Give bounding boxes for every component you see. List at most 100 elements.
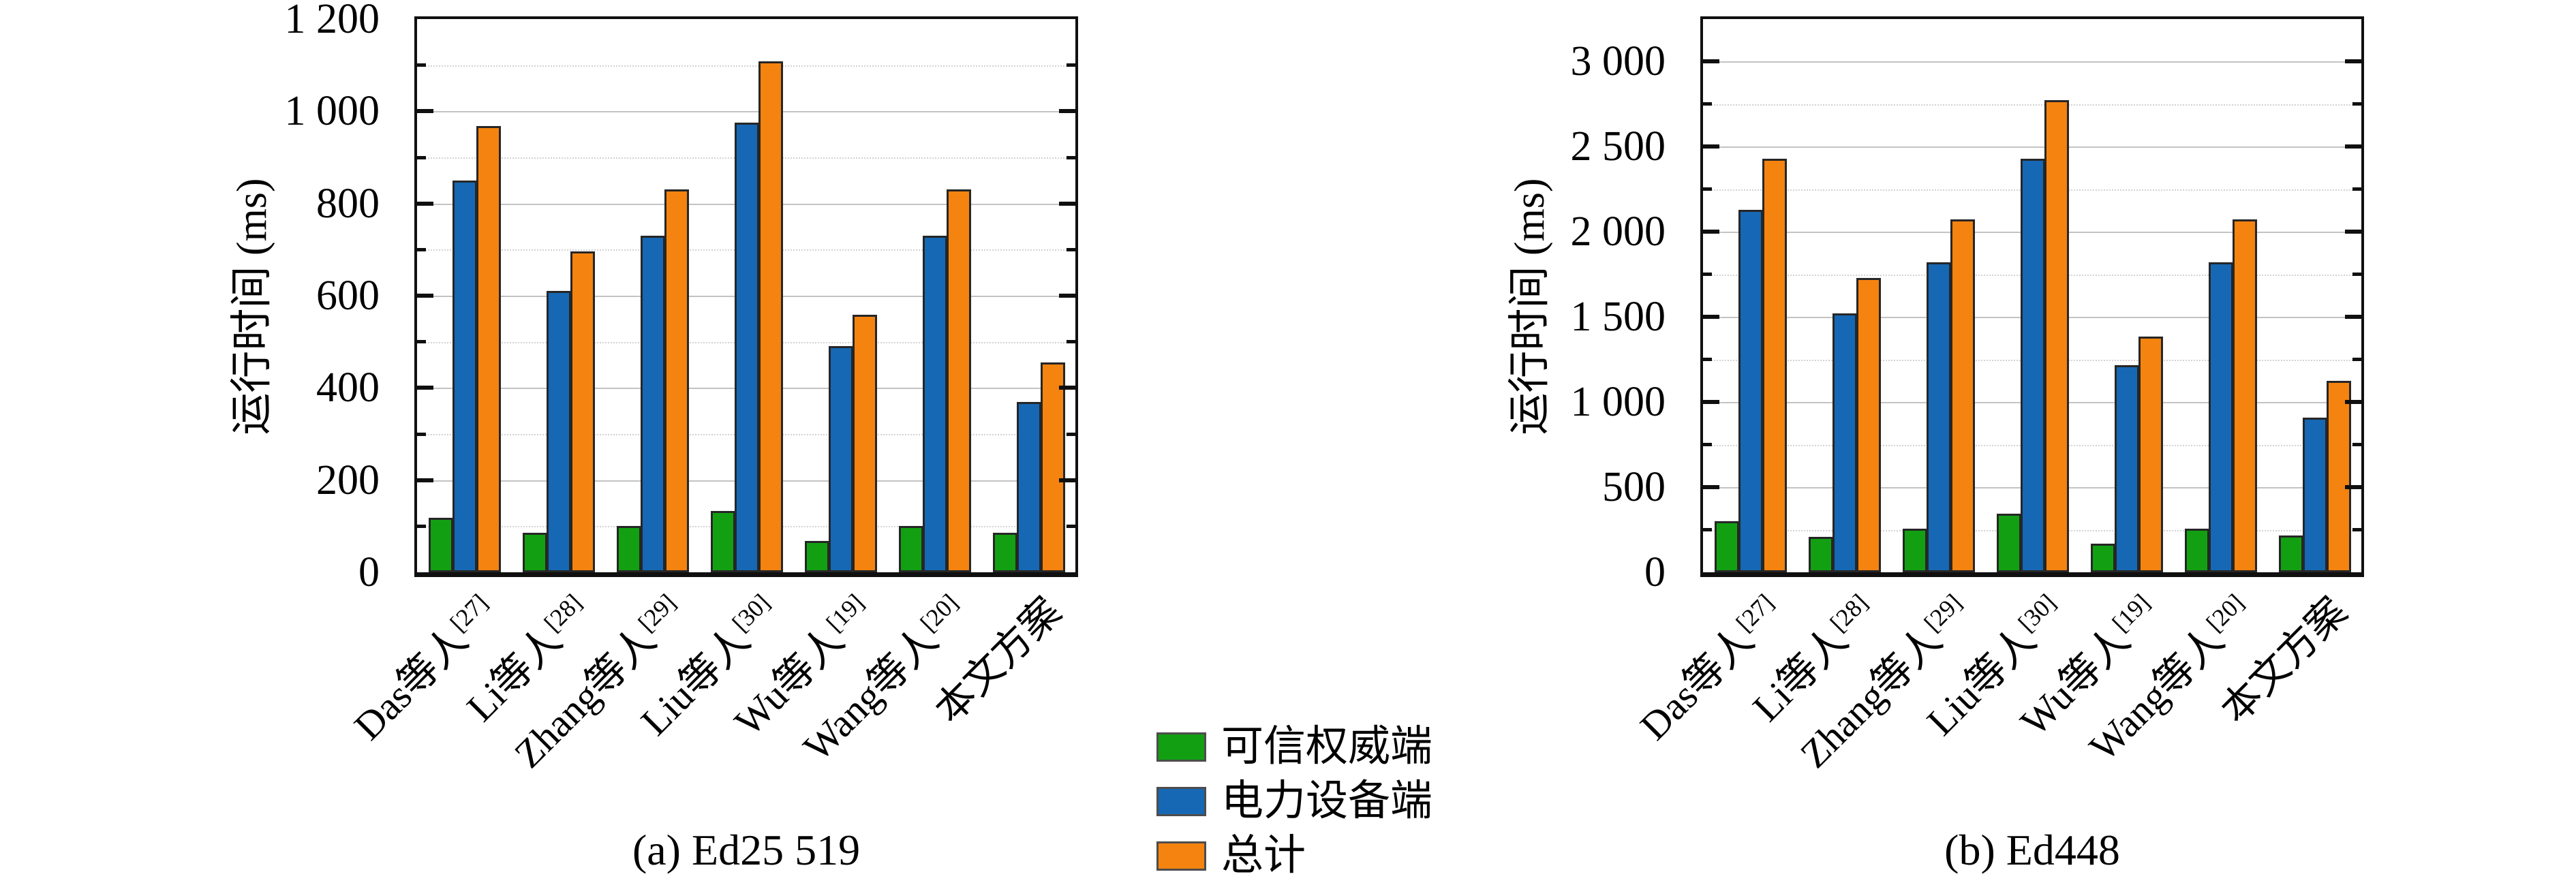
y-axis-title-right: 运行时间 (ms)	[1507, 178, 1553, 435]
y-tick-mark	[417, 478, 433, 482]
citation-ref: [19]	[821, 589, 870, 637]
y-tick-mark	[1703, 485, 1719, 490]
bar-电力设备端-Wu等人	[828, 346, 853, 572]
y-tick-label: 400	[316, 364, 380, 412]
y-tick-mark	[2352, 358, 2361, 362]
bar-总计-Liu等人	[758, 61, 783, 572]
bar-总计-Li等人	[1856, 277, 1881, 572]
y-tick-label: 3 000	[1570, 38, 1666, 85]
y-tick-mark	[1067, 524, 1075, 528]
bar-可信权威端-Zhang等人	[1902, 529, 1927, 572]
bar-电力设备端-Liu等人	[734, 123, 759, 572]
y-tick-mark	[1059, 294, 1075, 298]
y-tick-mark	[1703, 144, 1719, 149]
legend-swatch-blue-icon	[1156, 786, 1206, 816]
y-tick-label: 200	[316, 456, 380, 503]
bar-电力设备端-Li等人	[546, 291, 571, 572]
y-tick-mark	[2352, 528, 2361, 532]
y-tick-mark	[1703, 102, 1712, 106]
y-tick-mark	[2352, 102, 2361, 106]
y-tick-mark	[1059, 109, 1075, 114]
bar-电力设备端-本文方案	[1016, 401, 1041, 572]
bar-电力设备端-Wang等人	[2208, 262, 2233, 572]
bar-电力设备端-Zhang等人	[640, 236, 665, 572]
bar-总计-Wang等人	[2232, 219, 2257, 572]
bar-总计-Wu等人	[852, 315, 877, 572]
bar-总计-Das等人	[476, 125, 501, 572]
y-tick-mark	[1067, 340, 1075, 344]
bar-电力设备端-Das等人	[452, 180, 477, 572]
y-tick-label: 0	[358, 549, 380, 595]
x-tick-label: Das等人[27]	[346, 589, 493, 749]
citation-ref: [27]	[1730, 589, 1779, 637]
y-tick-mark	[417, 155, 426, 159]
bar-总计-Liu等人	[2044, 99, 2069, 572]
y-tick-mark	[2345, 230, 2361, 234]
major-gridline	[1703, 146, 2361, 149]
y-tick-mark	[2345, 59, 2361, 64]
y-tick-mark	[417, 386, 433, 390]
y-tick-mark	[1067, 432, 1075, 436]
legend-swatch-green-icon	[1156, 732, 1206, 762]
y-tick-label: 1 200	[284, 0, 380, 42]
bar-电力设备端-Liu等人	[2020, 158, 2045, 572]
bar-总计-Das等人	[1762, 158, 1787, 572]
y-tick-mark	[2345, 144, 2361, 149]
y-tick-label: 1 500	[1570, 294, 1666, 341]
legend-item-total: 总计	[1156, 828, 1432, 883]
y-tick-mark	[1059, 386, 1075, 390]
y-tick-mark	[417, 247, 426, 251]
y-tick-mark	[1703, 443, 1712, 447]
y-tick-label: 800	[316, 180, 380, 227]
bar-电力设备端-Wu等人	[2114, 365, 2139, 572]
y-tick-label: 0	[1644, 549, 1666, 595]
bar-可信权威端-Li等人	[1808, 536, 1833, 572]
y-tick-mark	[1703, 230, 1719, 234]
caption-b: (b) Ed448	[1944, 826, 2120, 874]
y-tick-mark	[417, 340, 426, 344]
bar-可信权威端-Li等人	[522, 532, 547, 572]
citation-ref: [20]	[915, 589, 964, 637]
y-tick-mark	[1703, 59, 1719, 64]
bar-总计-本文方案	[1040, 362, 1065, 572]
legend-label: 可信权威端	[1221, 724, 1433, 770]
y-tick-mark	[1059, 201, 1075, 206]
y-tick-mark	[2345, 400, 2361, 405]
bar-可信权威端-Das等人	[1714, 521, 1739, 572]
y-tick-label: 2 500	[1570, 123, 1666, 170]
y-tick-label: 500	[1602, 464, 1666, 511]
y-tick-label: 1 000	[1570, 379, 1666, 426]
legend-label: 电力设备端	[1221, 778, 1433, 824]
citation-ref: [19]	[2106, 589, 2156, 637]
bar-总计-Zhang等人	[664, 189, 689, 572]
bar-可信权威端-本文方案	[992, 533, 1017, 572]
minor-gridline	[417, 65, 1075, 67]
major-gridline	[1703, 61, 2361, 63]
legend-item-power-device: 电力设备端	[1156, 774, 1432, 828]
y-tick-mark	[1067, 155, 1075, 159]
bar-电力设备端-本文方案	[2302, 417, 2327, 572]
y-tick-mark	[1059, 478, 1075, 482]
bar-可信权威端-Das等人	[428, 518, 453, 572]
bar-总计-Wu等人	[2138, 336, 2163, 572]
y-tick-mark	[1067, 63, 1075, 67]
bar-电力设备端-Das等人	[1738, 209, 1763, 572]
y-tick-label: 600	[316, 273, 380, 319]
y-tick-mark	[2352, 187, 2361, 191]
y-tick-mark	[417, 294, 433, 298]
y-tick-mark	[1703, 400, 1719, 405]
bar-电力设备端-Zhang等人	[1926, 262, 1951, 572]
bar-总计-Zhang等人	[1950, 219, 1975, 572]
y-tick-mark	[417, 201, 433, 206]
bar-总计-Li等人	[570, 251, 595, 572]
y-tick-mark	[1703, 187, 1712, 191]
y-tick-mark	[417, 109, 433, 114]
bar-总计-Wang等人	[946, 189, 971, 572]
bar-电力设备端-Li等人	[1832, 313, 1857, 572]
citation-ref: [30]	[2012, 589, 2061, 637]
citation-ref: [29]	[1918, 589, 1967, 637]
y-tick-mark	[417, 524, 426, 528]
citation-ref: [28]	[538, 589, 587, 637]
y-tick-label: 1 000	[284, 88, 380, 135]
y-tick-mark	[2352, 273, 2361, 277]
